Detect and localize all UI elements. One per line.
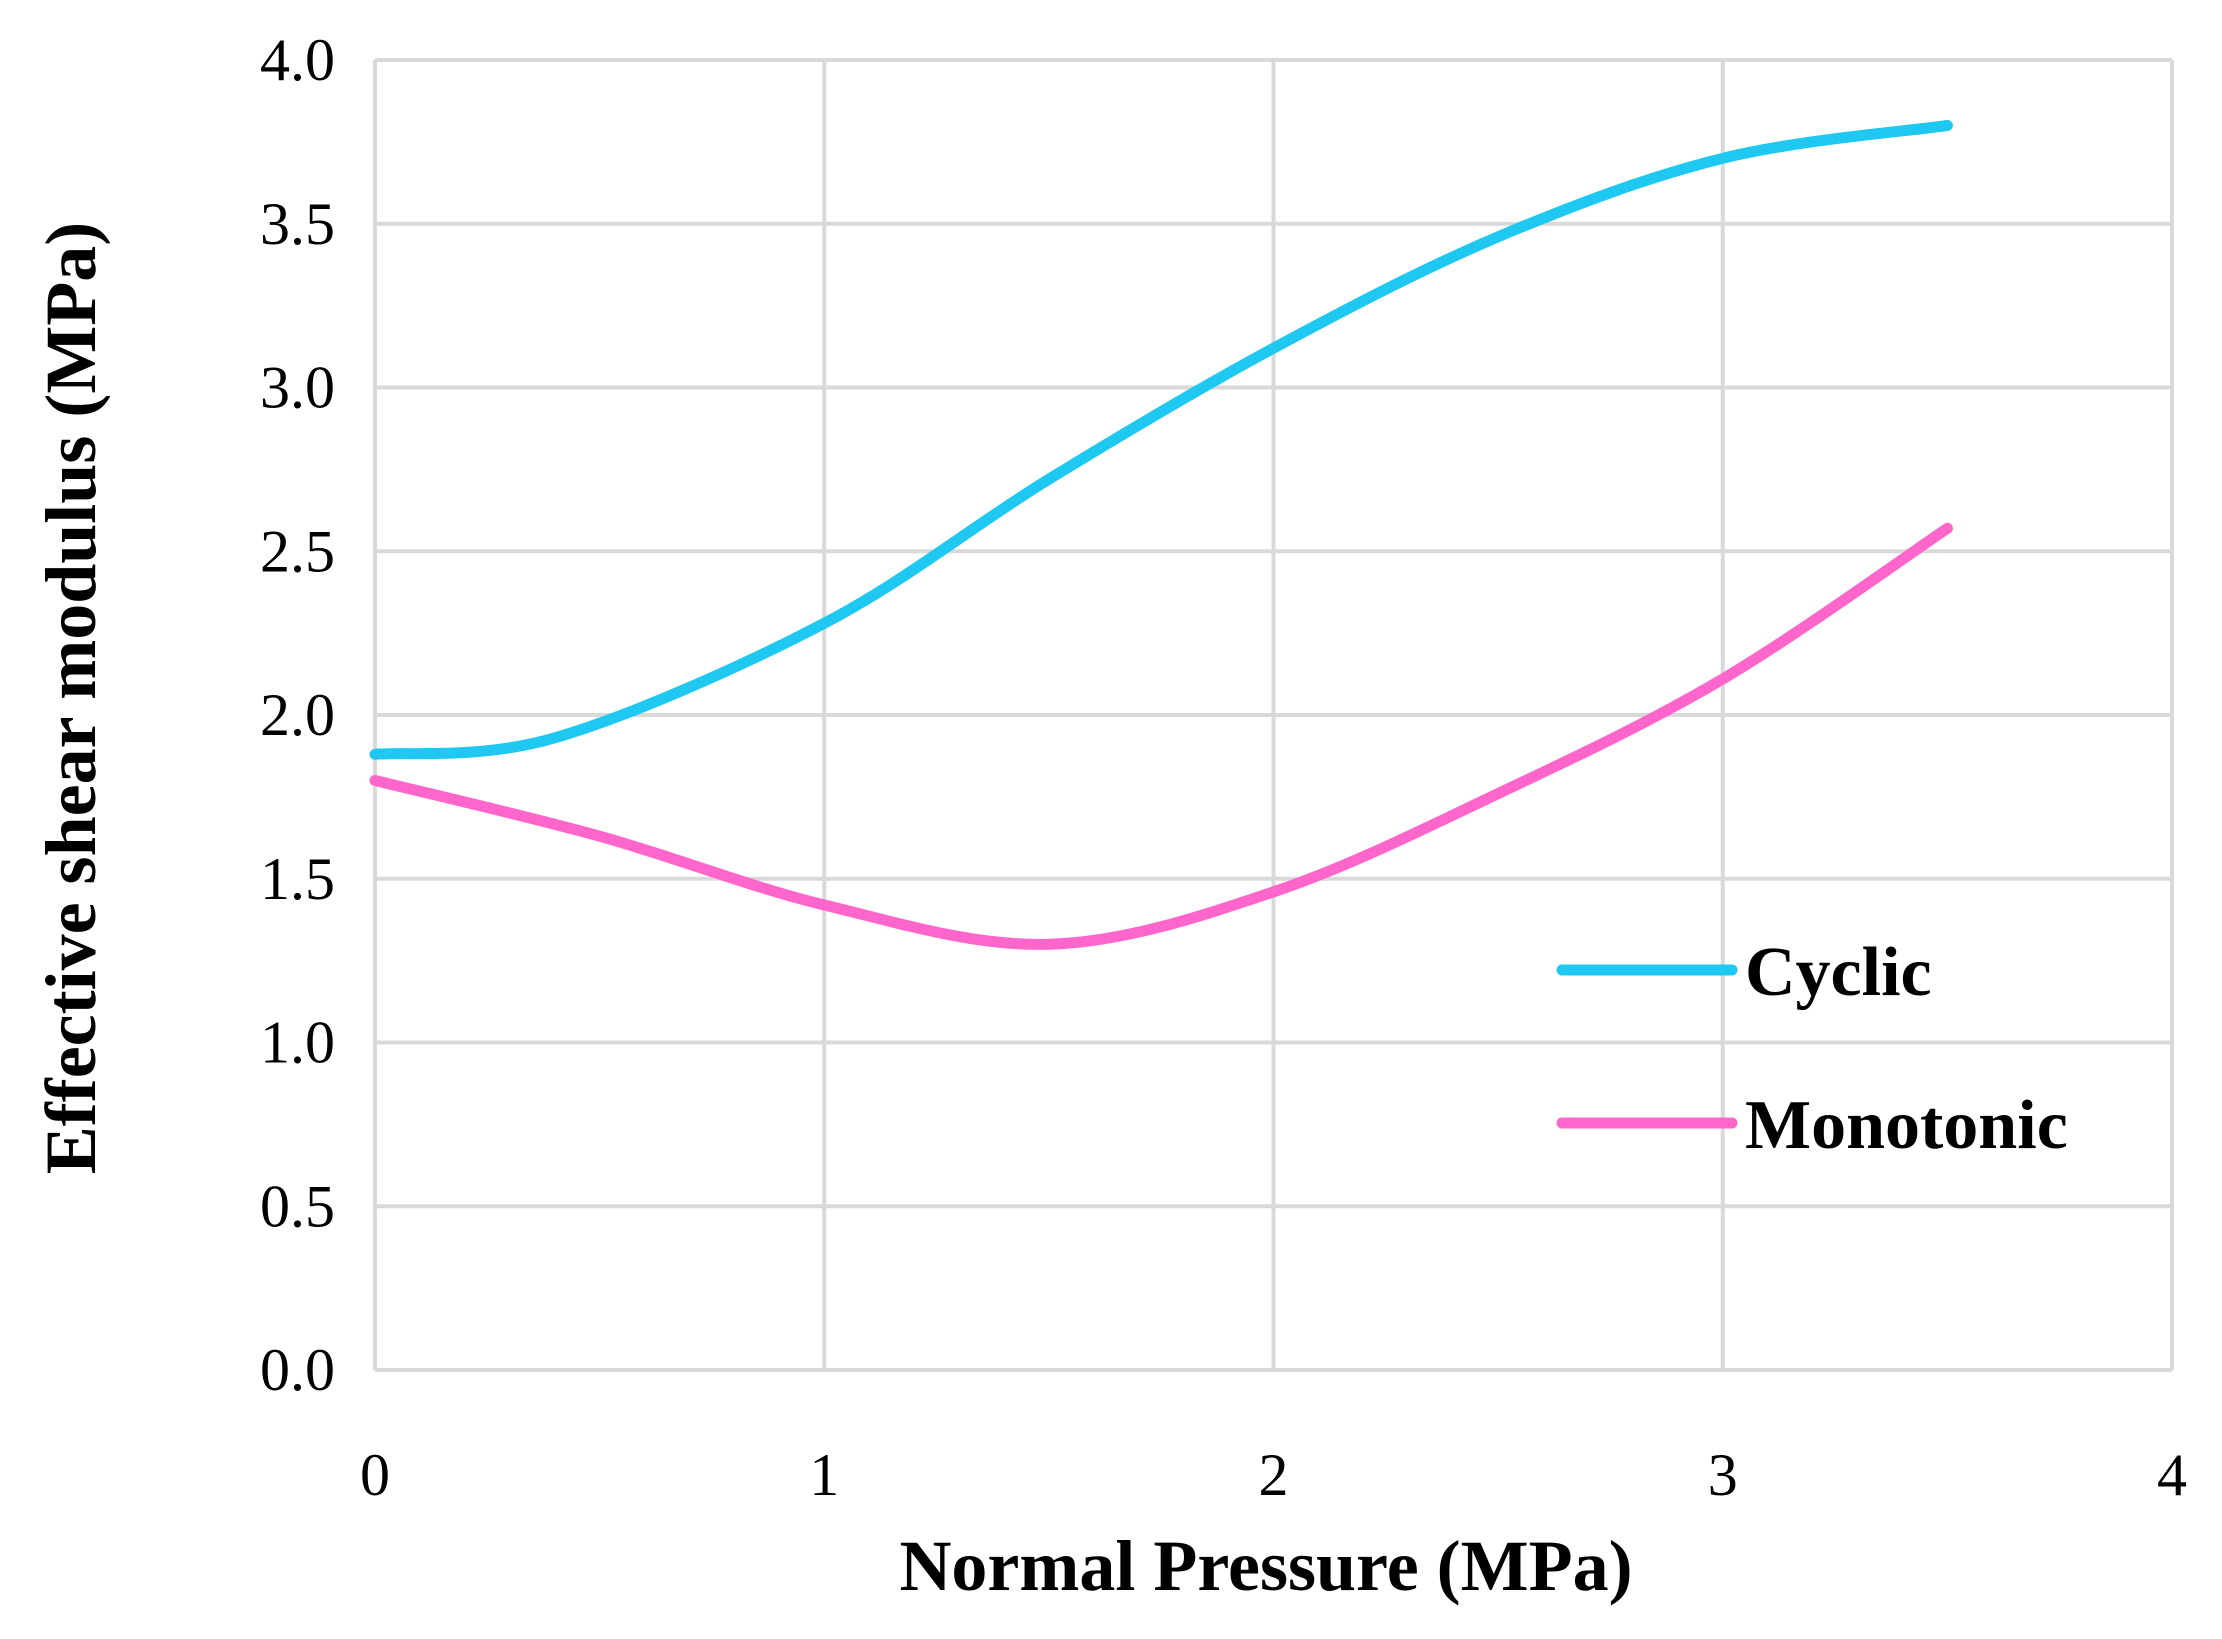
series-line-monotonic [369, 522, 1953, 950]
y-tick-label: 2.0 [260, 682, 335, 748]
series-layer [369, 120, 1953, 950]
y-tick-label: 2.5 [260, 518, 335, 584]
y-tick-label: 1.5 [260, 846, 335, 912]
legend: Cyclic Monotonic [1556, 934, 2068, 1164]
legend-label-monotonic: Monotonic [1745, 1087, 2068, 1164]
y-tick-label: 0.0 [260, 1337, 335, 1403]
y-tick-label: 4.0 [260, 27, 335, 93]
x-tick-label: 4 [2157, 1442, 2187, 1508]
y-axis-title: Effective shear modulus (MPa) [31, 222, 111, 1175]
y-tick-label: 3.5 [260, 191, 335, 257]
y-tick-label: 3.0 [260, 355, 335, 421]
x-tick-label: 1 [809, 1442, 839, 1508]
grid-layer [373, 58, 2174, 1372]
x-axis-title: Normal Pressure (MPa) [899, 1526, 1632, 1606]
series-line-cyclic [369, 120, 1953, 760]
tick-layer: 0.0 0.5 1.0 1.5 2.0 2.5 3.0 3.5 4.0 0 1 2 3 4 [260, 27, 2187, 1508]
y-tick-label: 0.5 [260, 1173, 335, 1239]
legend-label-cyclic: Cyclic [1745, 934, 1932, 1011]
x-tick-label: 3 [1708, 1442, 1738, 1508]
x-tick-label: 0 [360, 1442, 390, 1508]
x-tick-label: 2 [1259, 1442, 1289, 1508]
y-tick-label: 1.0 [260, 1010, 335, 1076]
